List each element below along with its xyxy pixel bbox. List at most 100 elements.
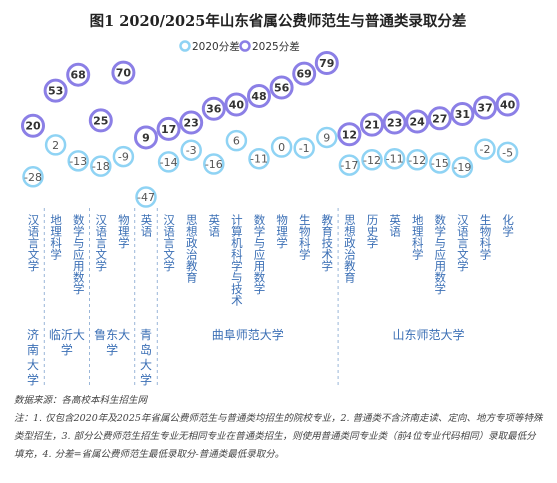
dot xyxy=(314,51,339,75)
value-label: -1 xyxy=(299,142,310,155)
value-label: 21 xyxy=(364,119,379,132)
group-label: 济南大学 xyxy=(26,328,39,387)
value-label: 48 xyxy=(251,90,266,103)
dot xyxy=(112,145,135,168)
dot xyxy=(338,154,361,176)
x-tick-label: 教育技术学 xyxy=(320,213,334,271)
x-tick-label: 思想政治教育 xyxy=(185,214,199,284)
x-tick-label: 汉语言文学 xyxy=(94,214,108,272)
x-tick-label: 历史学 xyxy=(366,214,380,249)
group-label: 青岛大学 xyxy=(139,328,152,387)
value-label: 70 xyxy=(116,67,132,80)
value-label: 0 xyxy=(278,141,285,154)
dot xyxy=(405,109,430,134)
dot xyxy=(22,166,44,188)
dot xyxy=(270,136,293,158)
value-label: 24 xyxy=(410,115,426,128)
dot xyxy=(88,108,113,133)
dot xyxy=(224,92,249,117)
value-label: 79 xyxy=(319,57,334,70)
dot xyxy=(293,137,315,159)
dot xyxy=(361,149,383,171)
dot xyxy=(473,95,497,120)
value-label: 40 xyxy=(229,98,245,111)
x-tick-label: 计算机科学与技术 xyxy=(230,214,244,307)
x-tick-label: 思想政治教育 xyxy=(343,214,357,284)
dot xyxy=(360,112,384,137)
value-label: -14 xyxy=(160,156,178,169)
x-tick-label: 数学与应用数学 xyxy=(433,213,447,294)
value-label: 69 xyxy=(297,68,312,81)
value-label: -13 xyxy=(69,155,87,168)
dot xyxy=(474,138,496,160)
x-tick-label: 英语 xyxy=(207,213,221,238)
dot xyxy=(269,75,294,100)
group-label: 山东师范大学 xyxy=(392,328,465,342)
dot xyxy=(66,62,91,87)
value-label: -5 xyxy=(502,146,513,159)
x-tick-label: 地理科学 xyxy=(49,214,63,260)
chart: 图1 2020/2025年山东省属公费师范生与普通类录取分差 2020分差 202… xyxy=(21,12,520,385)
legend-marker xyxy=(239,40,251,52)
dot xyxy=(429,152,451,174)
dot xyxy=(156,116,181,141)
value-label: -28 xyxy=(24,171,42,184)
dot xyxy=(406,149,428,171)
dot xyxy=(21,113,45,138)
dot xyxy=(67,150,89,172)
value-label: 37 xyxy=(477,102,492,115)
dot xyxy=(43,78,68,103)
dot xyxy=(179,110,204,135)
value-label: 17 xyxy=(161,123,176,136)
value-label: -12 xyxy=(408,154,426,167)
x-tick-label: 汉语言文学 xyxy=(162,214,176,272)
value-label: 23 xyxy=(387,117,402,130)
x-tick-label: 汉语言文学 xyxy=(27,214,41,272)
value-label: -47 xyxy=(137,191,155,204)
value-label: 27 xyxy=(432,112,447,125)
legend-label: 2025分差 xyxy=(252,40,300,53)
x-tick-label: 英语 xyxy=(388,213,402,238)
value-label: -11 xyxy=(250,153,268,166)
x-tick-label: 汉语言文学 xyxy=(456,214,470,272)
dot xyxy=(382,110,407,135)
dot xyxy=(316,126,338,149)
value-label: 9 xyxy=(323,131,330,144)
legend-label: 2020分差 xyxy=(192,40,240,53)
dot xyxy=(496,141,519,164)
x-tick-label: 地理科学 xyxy=(411,214,425,260)
dot xyxy=(451,156,474,178)
value-label: 53 xyxy=(48,85,63,98)
value-label: 40 xyxy=(500,98,516,111)
source: 数据来源：各高校本科生招生网 xyxy=(14,395,148,406)
dot xyxy=(450,102,475,127)
x-tick-label: 物理学 xyxy=(275,213,289,248)
value-label: 56 xyxy=(274,81,290,94)
x-tick-label: 数学与应用数学 xyxy=(253,213,267,294)
value-label: 20 xyxy=(25,120,41,133)
value-label: 23 xyxy=(184,117,199,130)
dot xyxy=(201,96,226,121)
group-label: 鲁东大学 xyxy=(94,328,131,357)
dot xyxy=(90,155,112,177)
value-label: 36 xyxy=(206,103,222,116)
dot xyxy=(383,147,406,170)
value-label: 68 xyxy=(71,69,86,82)
x-tick-label: 化学 xyxy=(501,213,515,237)
dot xyxy=(247,83,271,108)
notes: 注：1. 仅包含2020年及2025年省属公费师范生与普通类均招生的院校专业，2… xyxy=(14,413,543,460)
dot xyxy=(135,186,157,208)
chart-title: 图1 2020/2025年山东省属公费师范生与普通类录取分差 xyxy=(90,12,467,30)
value-label: -19 xyxy=(453,161,471,174)
dot xyxy=(225,129,248,152)
x-tick-label: 生物科学 xyxy=(479,213,493,260)
value-label: 2 xyxy=(52,139,59,152)
dot xyxy=(203,153,225,175)
value-label: -2 xyxy=(480,143,491,156)
dot xyxy=(111,60,136,85)
value-label: -18 xyxy=(92,160,110,173)
value-label: 31 xyxy=(455,108,470,121)
value-label: -9 xyxy=(118,151,129,164)
dot xyxy=(248,147,270,170)
